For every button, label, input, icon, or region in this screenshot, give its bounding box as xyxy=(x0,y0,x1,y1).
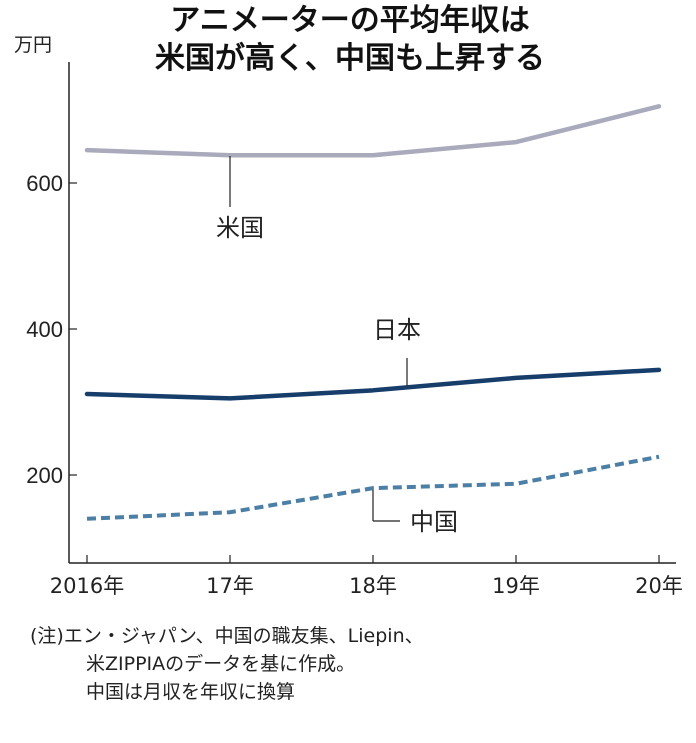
series-line-0 xyxy=(84,104,662,158)
title-line-2: 米国が高く、中国も上昇する xyxy=(155,41,545,76)
note-line-1: (注)エン・ジャパン、中国の職友集、Liepin、 xyxy=(30,625,424,647)
x-tick-label: 20年 xyxy=(635,574,683,598)
series-line-1 xyxy=(84,367,662,401)
x-tick-label: 18年 xyxy=(349,574,397,598)
y-axis-unit-label: 万円 xyxy=(14,34,53,56)
note-line-2: 米ZIPPIAのデータを基に作成。 xyxy=(86,653,356,675)
source-note: (注)エン・ジャパン、中国の職友集、Liepin、 米ZIPPIAのデータを基に… xyxy=(30,622,424,706)
x-tick-label: 19年 xyxy=(492,574,540,598)
title-line-1: アニメーターの平均年収は xyxy=(170,3,530,38)
series-label: 米国 xyxy=(216,214,264,242)
series-line-2 xyxy=(86,454,660,521)
x-tick-label: 2016年 xyxy=(50,574,124,598)
y-tick-label: 400 xyxy=(26,317,63,342)
series-label: 日本 xyxy=(373,316,421,344)
x-tick-label: 17年 xyxy=(206,574,254,598)
y-tick-label: 200 xyxy=(26,463,63,488)
series-label: 中国 xyxy=(410,508,458,536)
note-line-3: 中国は月収を年収に換算 xyxy=(86,681,296,703)
chart-title: アニメーターの平均年収は 米国が高く、中国も上昇する xyxy=(70,2,630,78)
y-tick-label: 600 xyxy=(26,171,63,196)
